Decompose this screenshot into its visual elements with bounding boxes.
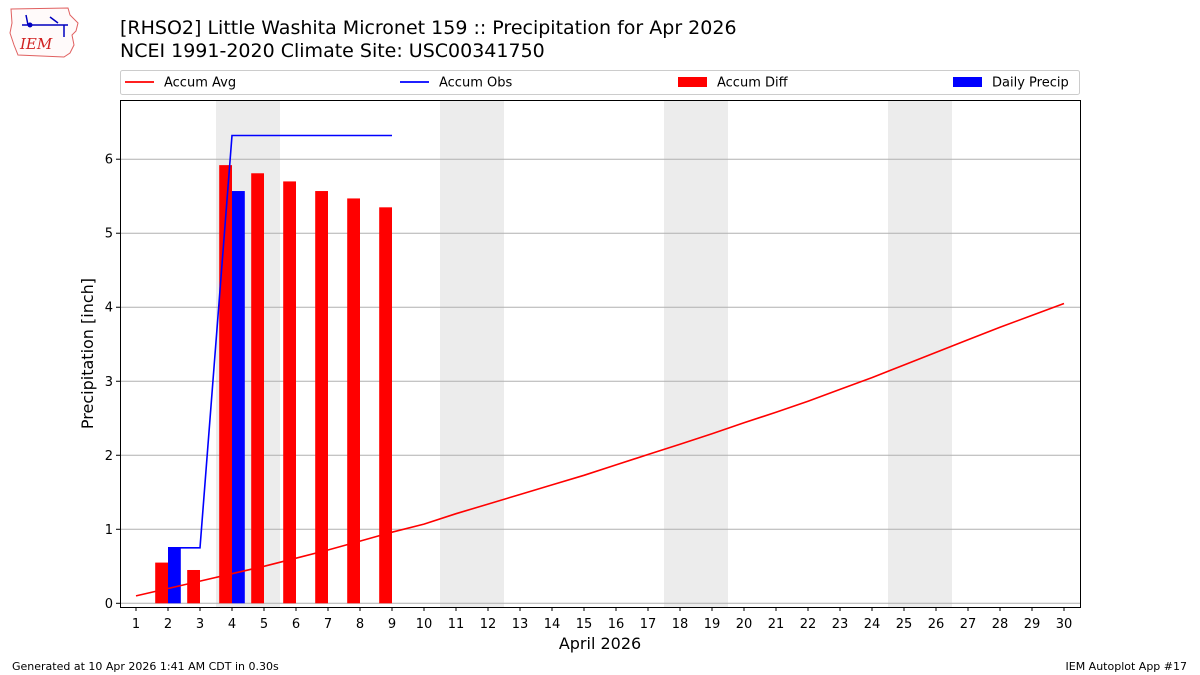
x-tick-label: 21	[768, 617, 785, 632]
chart-subtitle: NCEI 1991-2020 Climate Site: USC00341750	[120, 40, 545, 62]
legend-label: Accum Diff	[717, 76, 789, 91]
generated-timestamp: Generated at 10 Apr 2026 1:41 AM CDT in …	[12, 660, 279, 673]
weather-station-icon	[22, 14, 68, 37]
x-tick-label: 22	[800, 617, 817, 632]
legend-label: Accum Obs	[439, 76, 512, 91]
y-tick-label: 0	[105, 597, 113, 612]
x-tick-label: 12	[480, 617, 497, 632]
legend-swatch-daily-precip	[953, 77, 982, 87]
legend-label: Accum Avg	[164, 76, 236, 91]
accum-diff-bar	[283, 181, 296, 604]
x-tick-label: 14	[544, 617, 561, 632]
legend-box	[120, 70, 1080, 95]
x-tick-label: 27	[960, 617, 977, 632]
x-axis-label: April 2026	[559, 634, 641, 653]
y-tick-label: 3	[105, 375, 113, 390]
y-tick-label: 2	[105, 449, 113, 464]
x-tick-label: 30	[1056, 617, 1073, 632]
x-tick-label: 1	[132, 617, 140, 632]
legend-label: Daily Precip	[992, 76, 1069, 91]
x-tick-label: 23	[832, 617, 849, 632]
y-axis-label: Precipitation [inch]	[78, 278, 97, 429]
x-tick-label: 29	[1024, 617, 1041, 632]
daily-precip-bar	[232, 191, 245, 604]
legend-swatch-accum-diff	[678, 77, 707, 87]
accum-diff-bar	[155, 562, 168, 604]
x-tick-label: 5	[260, 617, 268, 632]
accum-diff-bar	[379, 207, 392, 604]
x-tick-label: 28	[992, 617, 1009, 632]
x-tick-label: 8	[356, 617, 364, 632]
x-tick-label: 26	[928, 617, 945, 632]
autoplot-app-label: IEM Autoplot App #17	[1065, 660, 1188, 673]
y-tick-label: 6	[105, 153, 113, 168]
x-tick-label: 10	[416, 617, 433, 632]
y-tick-label: 1	[105, 523, 113, 538]
daily-precip-bar	[168, 547, 181, 604]
logo-text: IEM	[19, 35, 53, 53]
plot-frame	[120, 100, 1081, 608]
x-tick-label: 16	[608, 617, 625, 632]
weekend-shading	[888, 100, 952, 607]
x-tick-label: 2	[164, 617, 172, 632]
accum-diff-bar	[347, 198, 360, 604]
x-tick-label: 19	[704, 617, 721, 632]
x-tick-label: 7	[324, 617, 332, 632]
iem-logo: IEM	[9, 7, 79, 58]
x-tick-label: 13	[512, 617, 529, 632]
chart-title: [RHSO2] Little Washita Micronet 159 :: P…	[120, 17, 737, 39]
x-tick-label: 4	[228, 617, 236, 632]
x-tick-label: 3	[196, 617, 204, 632]
station-dot	[27, 22, 33, 28]
accum-avg-line	[135, 302, 1065, 597]
x-tick-label: 6	[292, 617, 300, 632]
x-tick-label: 17	[640, 617, 657, 632]
weekend-shading	[664, 100, 728, 607]
accum-diff-bar	[187, 569, 200, 604]
x-tick-label: 15	[576, 617, 593, 632]
weekend-shading	[440, 100, 504, 607]
accum-obs-line	[168, 134, 392, 549]
x-tick-label: 24	[864, 617, 881, 632]
x-tick-label: 25	[896, 617, 913, 632]
y-tick-label: 5	[105, 227, 113, 242]
x-tick-label: 18	[672, 617, 689, 632]
accum-diff-bar	[219, 165, 232, 604]
accum-diff-bar	[315, 191, 328, 604]
y-tick-label: 4	[105, 301, 113, 316]
x-tick-label: 11	[448, 617, 465, 632]
x-tick-label: 9	[388, 617, 396, 632]
x-tick-label: 20	[736, 617, 753, 632]
accum-diff-bar	[251, 173, 264, 604]
